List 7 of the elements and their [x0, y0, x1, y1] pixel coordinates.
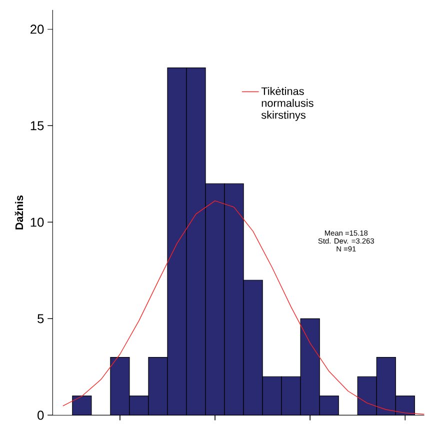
- legend-label: Tikėtinas normalusis skirstinys: [262, 87, 314, 121]
- y-tick-label: 10: [31, 218, 44, 227]
- y-tick-label: 20: [30, 24, 44, 34]
- y-tick-label: 5: [38, 314, 44, 324]
- y-tick-label: 15: [31, 121, 44, 130]
- y-axis-title: Dažnis: [15, 195, 24, 230]
- y-tick-label: 0: [38, 410, 44, 420]
